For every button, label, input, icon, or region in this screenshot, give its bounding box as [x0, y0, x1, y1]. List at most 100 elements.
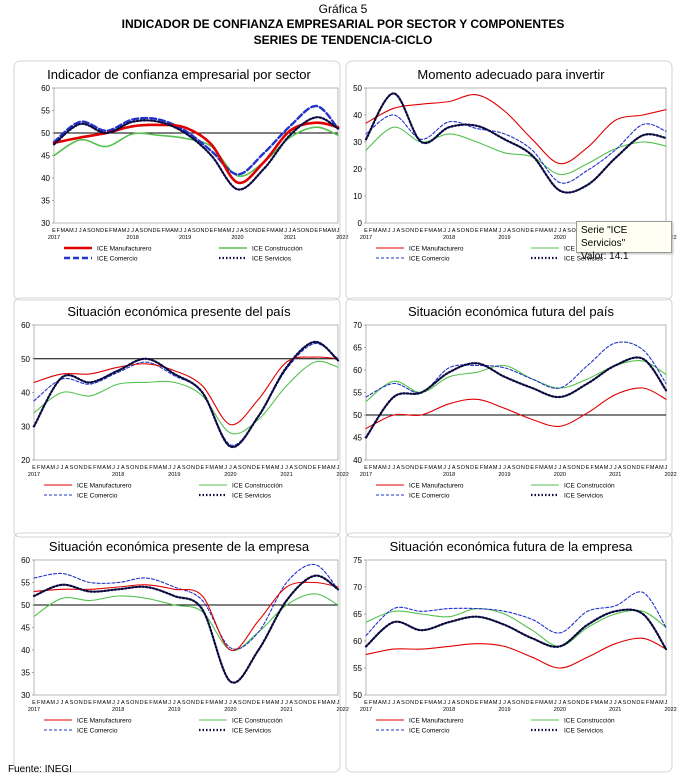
month-label: F: [162, 228, 166, 234]
month-label: A: [544, 228, 548, 234]
month-label: N: [79, 700, 83, 706]
month-label: E: [530, 700, 534, 706]
month-label: A: [378, 465, 382, 471]
series-line-ice-construcci-n: [33, 593, 339, 652]
month-label: M: [428, 700, 433, 706]
month-label: S: [87, 228, 91, 234]
month-label: J: [503, 700, 506, 706]
month-label: A: [275, 228, 279, 234]
month-label: A: [215, 465, 219, 471]
chart-title: Situación económica presente de la empre…: [49, 539, 310, 554]
month-label: E: [420, 228, 424, 234]
y-tick-label: 70: [353, 321, 362, 330]
month-label: O: [516, 465, 521, 471]
month-label: M: [659, 700, 664, 706]
month-label: O: [405, 465, 410, 471]
legend-label: ICE Manufacturero: [409, 718, 464, 725]
chart-title: Situación económica presente del país: [67, 304, 291, 319]
month-label: D: [153, 228, 157, 234]
month-label: O: [242, 465, 247, 471]
chart-frame: [13, 297, 341, 538]
month-label: J: [184, 228, 187, 234]
year-label: 2017: [360, 235, 372, 241]
plot-area: [53, 87, 339, 224]
month-label: A: [433, 465, 437, 471]
month-label: J: [168, 465, 171, 471]
y-tick-label: 0: [358, 219, 363, 228]
year-label: 2022: [664, 707, 676, 713]
month-label: F: [369, 700, 373, 706]
month-label: A: [452, 228, 456, 234]
month-label: D: [196, 700, 200, 706]
month-label: S: [456, 465, 460, 471]
chart-title: Situación económica futura del país: [408, 304, 614, 319]
chart-title: Indicador de confianza empresarial por s…: [47, 67, 311, 82]
month-label: A: [65, 700, 69, 706]
month-label: J: [131, 228, 134, 234]
month-label: M: [331, 228, 336, 234]
month-label: J: [503, 465, 506, 471]
month-label: D: [308, 700, 312, 706]
month-label: E: [420, 465, 424, 471]
y-tick-label: 40: [21, 389, 30, 398]
y-tick-label: 30: [21, 422, 30, 431]
month-label: S: [126, 465, 130, 471]
month-label: F: [57, 228, 61, 234]
month-label: O: [186, 465, 191, 471]
y-tick-label: 10: [353, 192, 362, 201]
month-label: F: [205, 465, 209, 471]
month-label: J: [448, 228, 451, 234]
month-label: A: [618, 465, 622, 471]
month-label: J: [289, 228, 292, 234]
month-label: J: [61, 465, 64, 471]
month-label: J: [236, 228, 239, 234]
month-label: F: [535, 228, 539, 234]
month-label: S: [294, 465, 298, 471]
month-label: A: [544, 465, 548, 471]
series-line-ice-servicios: [32, 340, 340, 448]
month-label: N: [632, 700, 636, 706]
y-tick-label: 65: [353, 610, 362, 619]
chart-frame: [345, 532, 673, 773]
month-label: E: [364, 465, 368, 471]
month-label: O: [461, 700, 466, 706]
month-label: E: [105, 228, 109, 234]
month-label: A: [271, 700, 275, 706]
month-label: O: [144, 228, 149, 234]
month-label: A: [188, 228, 192, 234]
figure-label: Gráfica 5: [318, 2, 368, 16]
month-label: M: [428, 228, 433, 234]
month-label: A: [433, 228, 437, 234]
month-label: N: [191, 700, 195, 706]
month-label: J: [388, 228, 391, 234]
legend-label: ICE Construcción: [564, 483, 615, 490]
chart-5: Situación económica presente de la empre…: [13, 532, 349, 773]
month-label: F: [266, 228, 270, 234]
month-label: D: [252, 465, 256, 471]
month-label: D: [83, 700, 87, 706]
year-label: 2021: [280, 707, 292, 713]
month-label: A: [121, 700, 125, 706]
month-label: M: [594, 700, 599, 706]
month-label: A: [289, 700, 293, 706]
y-tick-label: 50: [21, 355, 30, 364]
month-label: J: [443, 700, 446, 706]
month-label: M: [107, 465, 112, 471]
month-label: J: [443, 465, 446, 471]
month-label: M: [650, 465, 655, 471]
month-label: M: [548, 700, 553, 706]
month-label: A: [507, 465, 511, 471]
month-label: J: [224, 700, 227, 706]
month-label: J: [554, 700, 557, 706]
month-label: O: [301, 228, 306, 234]
year-label: 2021: [280, 472, 292, 478]
month-label: M: [373, 228, 378, 234]
y-tick-label: 45: [21, 624, 30, 633]
month-label: E: [144, 465, 148, 471]
month-label: A: [489, 228, 493, 234]
month-label: J: [179, 228, 182, 234]
month-label: D: [415, 228, 419, 234]
month-label: S: [401, 700, 405, 706]
month-label: M: [226, 228, 231, 234]
month-label: A: [544, 700, 548, 706]
